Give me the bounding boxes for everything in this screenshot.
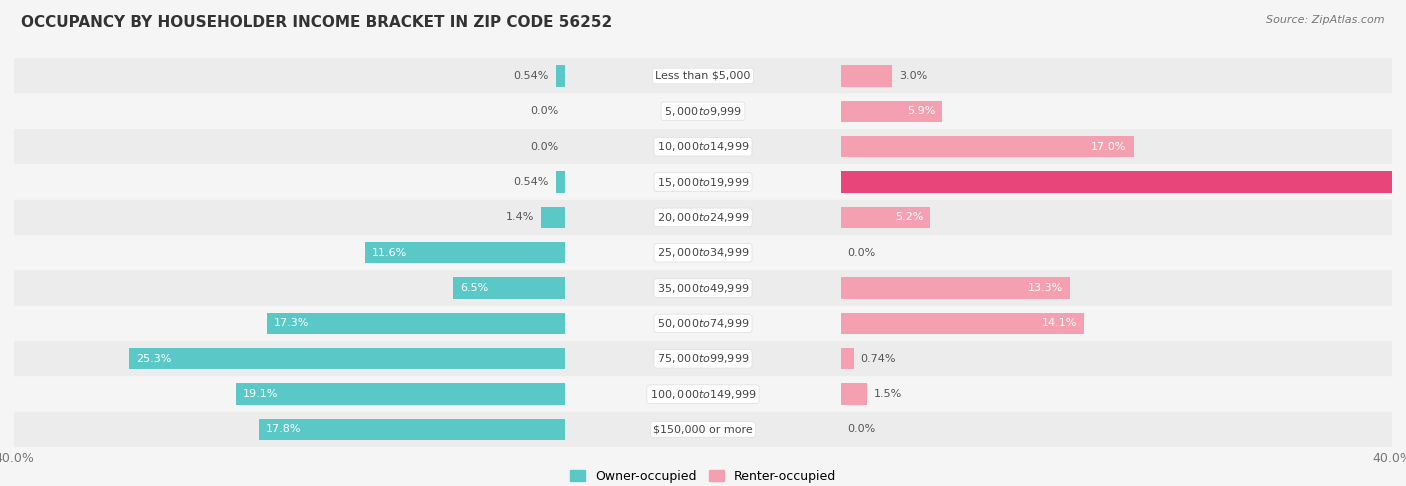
Text: 1.5%: 1.5%: [873, 389, 901, 399]
Bar: [267, 313, 565, 334]
Text: 5.2%: 5.2%: [896, 212, 924, 223]
Bar: [841, 313, 1084, 334]
Text: Source: ZipAtlas.com: Source: ZipAtlas.com: [1267, 15, 1385, 25]
Bar: [555, 66, 565, 87]
Text: Less than $5,000: Less than $5,000: [655, 71, 751, 81]
Bar: [841, 101, 942, 122]
Text: $35,000 to $49,999: $35,000 to $49,999: [657, 281, 749, 295]
Text: $75,000 to $99,999: $75,000 to $99,999: [657, 352, 749, 365]
Text: 0.0%: 0.0%: [530, 106, 558, 116]
Text: 1.4%: 1.4%: [506, 212, 534, 223]
Legend: Owner-occupied, Renter-occupied: Owner-occupied, Renter-occupied: [565, 465, 841, 486]
FancyBboxPatch shape: [14, 306, 1392, 341]
Text: $10,000 to $14,999: $10,000 to $14,999: [657, 140, 749, 153]
Bar: [841, 383, 866, 405]
Bar: [841, 207, 931, 228]
Text: 11.6%: 11.6%: [373, 248, 408, 258]
Text: 6.5%: 6.5%: [460, 283, 488, 293]
Bar: [555, 172, 565, 192]
Bar: [236, 383, 565, 405]
Text: 17.8%: 17.8%: [266, 424, 301, 434]
Text: $100,000 to $149,999: $100,000 to $149,999: [650, 388, 756, 400]
Bar: [453, 278, 565, 299]
FancyBboxPatch shape: [14, 341, 1392, 377]
Text: 25.3%: 25.3%: [136, 354, 172, 364]
Text: 0.54%: 0.54%: [513, 177, 548, 187]
Text: 3.0%: 3.0%: [900, 71, 928, 81]
FancyBboxPatch shape: [14, 270, 1392, 306]
FancyBboxPatch shape: [14, 200, 1392, 235]
Bar: [541, 207, 565, 228]
Text: $25,000 to $34,999: $25,000 to $34,999: [657, 246, 749, 259]
Text: $150,000 or more: $150,000 or more: [654, 424, 752, 434]
Text: 0.0%: 0.0%: [530, 142, 558, 152]
Bar: [259, 419, 565, 440]
Text: 5.9%: 5.9%: [907, 106, 935, 116]
Text: OCCUPANCY BY HOUSEHOLDER INCOME BRACKET IN ZIP CODE 56252: OCCUPANCY BY HOUSEHOLDER INCOME BRACKET …: [21, 15, 613, 30]
Text: 0.0%: 0.0%: [848, 424, 876, 434]
Bar: [841, 278, 1070, 299]
FancyBboxPatch shape: [14, 164, 1392, 200]
FancyBboxPatch shape: [14, 129, 1392, 164]
Bar: [129, 348, 565, 369]
Text: 19.1%: 19.1%: [243, 389, 278, 399]
Text: 0.0%: 0.0%: [848, 248, 876, 258]
Text: $20,000 to $24,999: $20,000 to $24,999: [657, 211, 749, 224]
Text: 13.3%: 13.3%: [1028, 283, 1063, 293]
Bar: [841, 66, 893, 87]
Text: $15,000 to $19,999: $15,000 to $19,999: [657, 175, 749, 189]
Bar: [841, 136, 1133, 157]
Text: $5,000 to $9,999: $5,000 to $9,999: [664, 105, 742, 118]
Bar: [841, 348, 853, 369]
FancyBboxPatch shape: [14, 58, 1392, 94]
FancyBboxPatch shape: [14, 412, 1392, 447]
Bar: [841, 172, 1406, 192]
Text: 17.0%: 17.0%: [1091, 142, 1126, 152]
Text: $50,000 to $74,999: $50,000 to $74,999: [657, 317, 749, 330]
FancyBboxPatch shape: [14, 94, 1392, 129]
Text: 14.1%: 14.1%: [1042, 318, 1077, 329]
Bar: [366, 242, 565, 263]
Text: 0.74%: 0.74%: [860, 354, 896, 364]
FancyBboxPatch shape: [14, 235, 1392, 270]
Text: 0.54%: 0.54%: [513, 71, 548, 81]
FancyBboxPatch shape: [14, 377, 1392, 412]
Text: 17.3%: 17.3%: [274, 318, 309, 329]
